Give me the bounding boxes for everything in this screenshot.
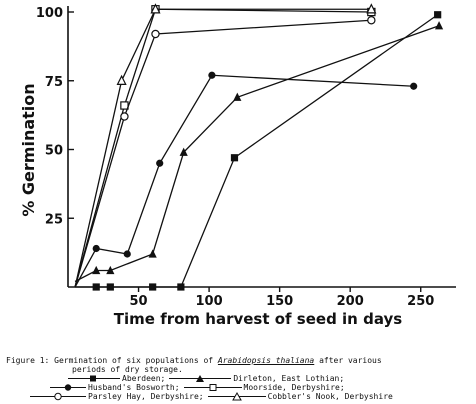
filled-triangle-marker	[179, 147, 188, 156]
legend-label-cobblers: Cobbler's Nook, Derbyshire	[267, 392, 393, 401]
legend-label-husbands: Husband's Bosworth;	[88, 383, 180, 392]
filled-square-marker	[92, 283, 100, 291]
filled-circle-marker	[410, 82, 418, 90]
filled-triangle-marker	[233, 92, 242, 101]
legend-symbol-filled-triangle	[169, 375, 232, 382]
legend-entry-husbands: Husband's Bosworth;	[48, 383, 182, 392]
legend-row-2: Husband's Bosworth; Moorside, Derbyshire…	[6, 383, 474, 392]
filled-triangle-marker	[106, 265, 115, 275]
series-aberdeen	[75, 11, 442, 291]
x-tick-label: 100	[196, 294, 223, 309]
series-cobbler-s-nook-derbyshire	[74, 3, 377, 288]
caption-line-2: periods of dry storage.	[72, 365, 183, 374]
legend-row-1: Aberdeen; Dirleton, East Lothian;	[6, 374, 474, 383]
caption-line-1: Figure 1: Germination of six populations…	[6, 356, 472, 365]
legend-entry-moorside: Moorside, Derbyshire;	[182, 383, 345, 392]
legend-row-3: Parsley Hay, Derbyshire; Cobbler's Nook,…	[6, 392, 474, 401]
series-line	[74, 8, 372, 288]
caption-prefix: Figure 1: Germination of six populations…	[6, 356, 218, 365]
series-husband-s-bosworth	[74, 71, 418, 288]
open-circle-marker	[367, 16, 376, 25]
series-line	[74, 74, 414, 288]
legend-symbol-open-circle	[30, 392, 86, 401]
y-axis-label: % Germination	[19, 83, 38, 216]
y-tick-label: 50	[45, 144, 63, 159]
filled-circle-marker	[156, 159, 164, 167]
legend-label-parsley: Parsley Hay, Derbyshire;	[88, 392, 204, 401]
chart-ticks: 25 50 75 100 50 100 150 200 250	[36, 6, 434, 309]
x-axis-label: Time from harvest of seed in days	[114, 310, 402, 328]
open-triangle-marker	[150, 3, 161, 14]
legend-label-moorside: Moorside, Derbyshire;	[243, 383, 345, 392]
open-triangle-marker	[366, 3, 377, 14]
filled-square-marker	[230, 154, 239, 162]
legend-label-aberdeen: Aberdeen;	[122, 374, 166, 383]
chart-series	[74, 3, 444, 291]
open-triangle-marker	[116, 74, 127, 85]
legend-entry-dirleton: Dirleton, East Lothian;	[167, 374, 344, 383]
series-line	[74, 8, 372, 288]
legend-entry-cobblers: Cobbler's Nook, Derbyshire	[206, 392, 393, 401]
series-parsley-hay-derbyshire	[74, 16, 376, 288]
legend-symbol-filled-square	[68, 375, 120, 382]
y-tick-label: 75	[45, 75, 63, 90]
chart-axes	[67, 6, 456, 288]
filled-triangle-marker	[148, 249, 157, 258]
legend-symbol-open-square	[183, 384, 242, 391]
filled-square-marker	[434, 11, 442, 19]
series-dirleton-east-lothian	[74, 21, 444, 283]
caption-suffix: after various	[314, 356, 382, 365]
filled-square-marker	[106, 283, 114, 291]
x-tick-label: 200	[337, 294, 364, 309]
figure-caption: Figure 1: Germination of six populations…	[6, 356, 472, 374]
series-line	[74, 19, 372, 288]
x-tick-label: 250	[407, 294, 434, 309]
germination-chart: 25 50 75 100 50 100 150 200 250 % Germination Ti…	[19, 3, 456, 328]
filled-square-marker	[177, 283, 185, 291]
chart-legend: Aberdeen; Dirleton, East Lothian; Husban…	[6, 374, 474, 401]
filled-circle-marker	[208, 71, 216, 79]
x-tick-label: 50	[129, 294, 147, 309]
legend-label-dirleton: Dirleton, East Lothian;	[233, 374, 345, 383]
y-tick-label: 25	[45, 212, 63, 227]
filled-circle-marker	[92, 244, 100, 253]
filled-triangle-marker	[92, 265, 101, 275]
filled-circle-marker	[123, 250, 131, 258]
legend-entry-aberdeen: Aberdeen;	[66, 374, 167, 383]
x-tick-label: 150	[266, 294, 293, 309]
open-circle-marker	[151, 29, 160, 39]
filled-triangle-marker	[434, 21, 444, 30]
y-tick-label: 100	[36, 6, 63, 21]
filled-square-marker	[149, 283, 157, 291]
legend-entry-parsley: Parsley Hay, Derbyshire;	[28, 392, 206, 401]
legend-symbol-open-triangle	[207, 392, 266, 401]
legend-symbol-filled-circle	[50, 384, 86, 391]
caption-species: Arabidopsis thaliana	[217, 356, 315, 365]
open-circle-marker	[120, 112, 129, 121]
series-moorside-derbyshire	[74, 5, 376, 288]
